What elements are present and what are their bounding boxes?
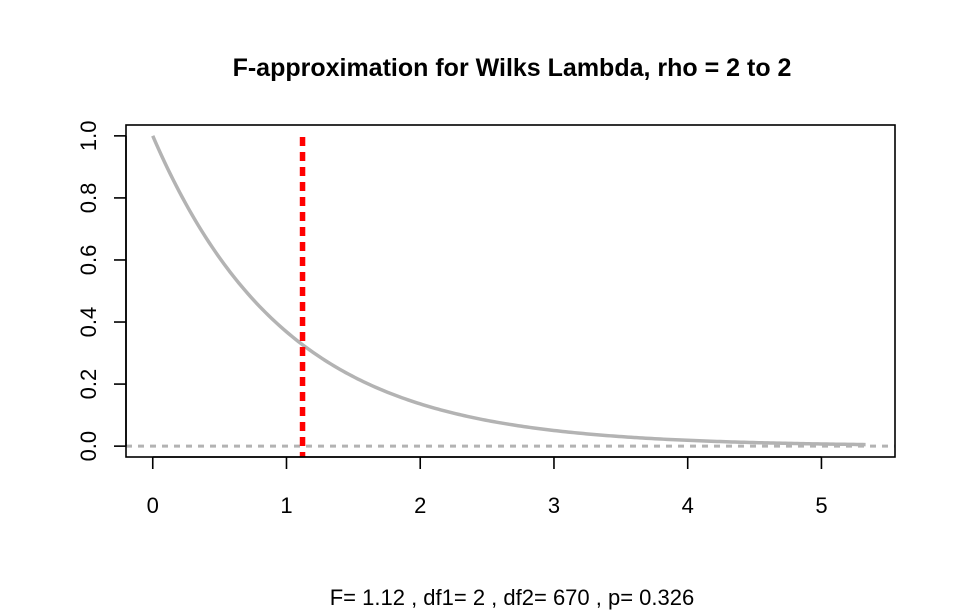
y-tick-label-1: 0.2 bbox=[76, 369, 101, 400]
x-tick-label-2: 2 bbox=[414, 493, 426, 518]
plot-area bbox=[125, 124, 896, 458]
x-tick-label-3: 3 bbox=[548, 493, 560, 518]
x-tick-label-0: 0 bbox=[147, 493, 159, 518]
plot-frame bbox=[125, 124, 896, 458]
y-axis: 0.0 0.2 0.4 0.6 0.8 1.0 bbox=[76, 121, 127, 462]
y-tick-label-4: 0.8 bbox=[76, 183, 101, 214]
tail-probability-curve bbox=[151, 135, 866, 447]
chart-title: F-approximation for Wilks Lambda, rho = … bbox=[233, 54, 792, 82]
y-tick-label-2: 0.4 bbox=[76, 307, 101, 338]
y-tick-label-5: 1.0 bbox=[76, 121, 101, 152]
x-tick-label-4: 4 bbox=[682, 493, 694, 518]
x-tick-label-5: 5 bbox=[815, 493, 827, 518]
x-tick-label-1: 1 bbox=[280, 493, 292, 518]
x-axis-label: F= 1.12 , df1= 2 , df2= 670 , p= 0.326 bbox=[330, 585, 695, 610]
y-tick-label-3: 0.6 bbox=[76, 245, 101, 276]
x-axis: 0 1 2 3 4 5 bbox=[147, 456, 828, 518]
y-tick-label-0: 0.0 bbox=[76, 431, 101, 462]
